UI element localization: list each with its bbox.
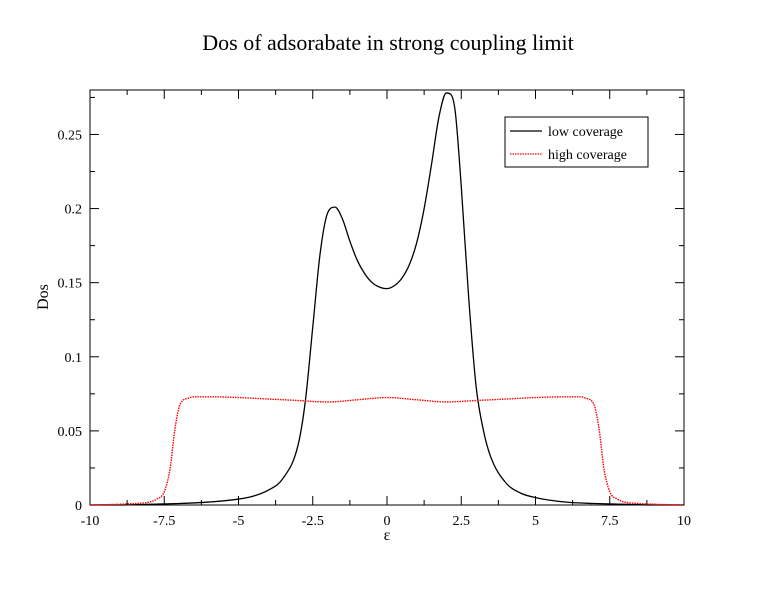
y-tick-label: 0.1 [65, 351, 83, 366]
x-tick-label: -10 [81, 514, 100, 529]
x-tick-label: 2.5 [453, 514, 471, 529]
chart-title: Dos of adsorabate in strong coupling lim… [202, 30, 574, 55]
y-tick-label: 0 [75, 499, 82, 514]
x-tick-label: -5 [233, 514, 245, 529]
legend-label-low-coverage: low coverage [548, 125, 623, 140]
series-line-low-coverage [90, 92, 684, 506]
series-line-high-coverage [89, 396, 685, 506]
y-tick-label: 0.05 [58, 425, 83, 440]
y-tick-label: 0.25 [58, 128, 83, 143]
y-tick-label: 0.2 [65, 203, 83, 218]
x-tick-label: 5 [532, 514, 539, 529]
x-tick-label: 7.5 [601, 514, 619, 529]
x-axis-label: ε [384, 527, 391, 544]
legend-box [504, 116, 649, 168]
legend-label-high-coverage: high coverage [548, 148, 627, 163]
x-tick-label: -7.5 [153, 514, 175, 529]
x-tick-label: 0 [384, 514, 391, 529]
x-tick-label: 10 [677, 514, 691, 529]
legend: low coverage high coverage [504, 116, 649, 168]
axis-ticks [89, 90, 685, 506]
y-tick-label: 0.15 [58, 277, 83, 292]
y-axis-label: Dos [35, 284, 52, 310]
axis-tick-labels: -10 -7.5 -5 -2.5 0 2.5 5 7.5 10 0 0.05 0.1 0.15 0.2 0.… [58, 128, 692, 529]
series-layer [89, 92, 685, 506]
x-tick-label: -2.5 [302, 514, 324, 529]
